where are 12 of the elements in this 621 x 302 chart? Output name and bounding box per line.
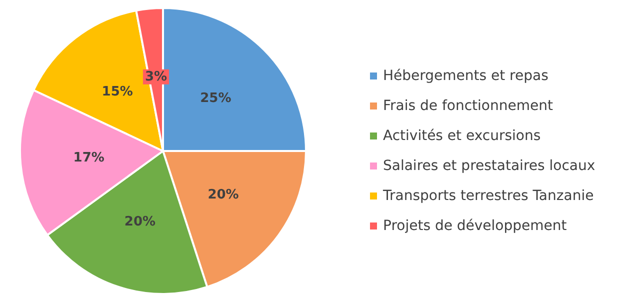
data-label: 20% [208,187,239,202]
legend-label: Projets de développement [383,218,568,234]
data-label: 17% [73,150,104,166]
data-label: 15% [102,84,133,100]
data-label: 20% [124,214,156,230]
data-label: 25% [200,90,232,106]
legend-label: Frais de fonctionnement [383,98,554,114]
data-label: 3% [144,69,168,84]
legend-label: Transports terrestres Tanzanie [382,188,594,204]
legend-label: Salaires et prestataires locaux [383,158,596,174]
legend-label: Hébergements et repas [383,68,548,84]
legend-label: Activités et excursions [383,128,541,144]
